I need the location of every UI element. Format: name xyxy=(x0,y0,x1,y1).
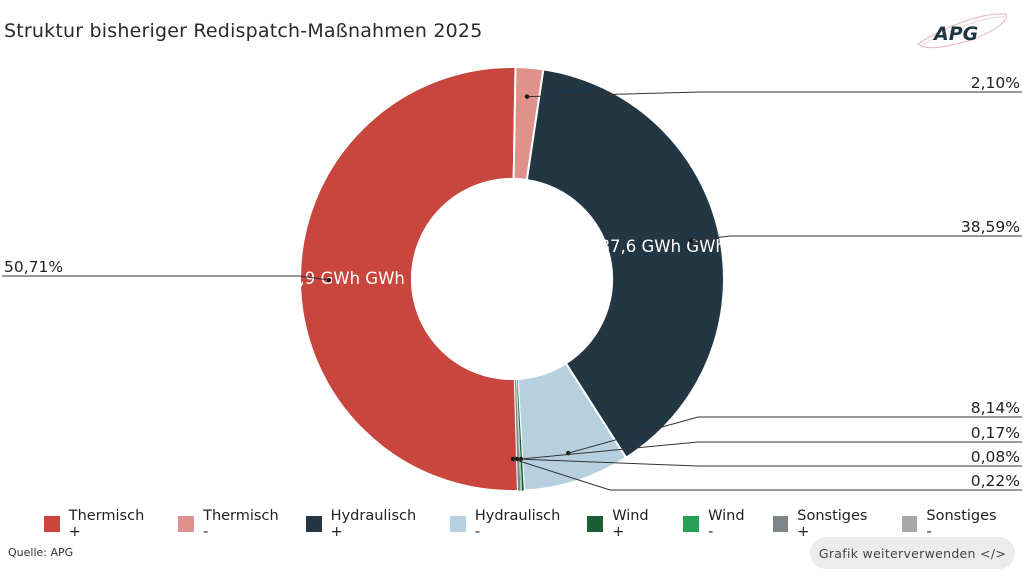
legend-label: Sonstiges + xyxy=(797,508,868,540)
legend-item[interactable]: Sonstiges + xyxy=(772,508,883,540)
percent-label: 2,10% xyxy=(971,74,1020,92)
percent-label: 0,22% xyxy=(971,472,1020,490)
legend-swatch xyxy=(587,516,604,532)
legend-swatch xyxy=(44,516,60,532)
legend-item[interactable]: Wind - xyxy=(683,508,753,540)
legend: Thermisch + Thermisch - Hydraulisch + Hydra… xyxy=(44,508,1024,540)
legend-label: Thermisch + xyxy=(68,508,145,540)
legend-item[interactable]: Hydraulisch + xyxy=(305,508,431,540)
apg-logo: APG xyxy=(917,13,1007,49)
leader-line xyxy=(527,91,1022,98)
leader-line xyxy=(520,441,1022,460)
legend-label: Wind - xyxy=(708,508,745,540)
percent-label: 38,59% xyxy=(961,218,1020,236)
legend-swatch xyxy=(305,516,322,532)
legend-label: Hydraulisch - xyxy=(474,508,561,540)
legend-label: Hydraulisch + xyxy=(330,508,417,540)
legend-label: Wind + xyxy=(612,508,649,540)
percent-label: 0,08% xyxy=(971,448,1020,466)
legend-item[interactable]: Thermisch + xyxy=(44,508,159,540)
source-note: Quelle: APG xyxy=(8,546,74,559)
legend-swatch xyxy=(901,516,918,532)
legend-swatch xyxy=(450,516,466,532)
legend-swatch xyxy=(683,516,700,532)
chart-title: Struktur bisheriger Redispatch-Maßnahmen… xyxy=(4,20,483,42)
legend-label: Sonstiges - xyxy=(926,508,997,540)
leader-line xyxy=(516,458,1022,467)
percent-label: 50,71% xyxy=(4,258,63,276)
value-label: 377,9 GWh GWh xyxy=(268,269,405,288)
legend-swatch xyxy=(772,516,789,532)
legend-item[interactable]: Hydraulisch - xyxy=(450,508,568,540)
legend-swatch xyxy=(178,516,195,532)
reuse-graphic-button[interactable]: Grafik weiterverwenden </> xyxy=(810,537,1015,569)
leader-line xyxy=(568,416,1022,454)
legend-item[interactable]: Wind + xyxy=(587,508,664,540)
leader-line xyxy=(690,235,1022,242)
leader-line xyxy=(512,458,1022,491)
legend-item[interactable]: Thermisch - xyxy=(178,508,287,540)
percent-label: 8,14% xyxy=(971,399,1020,417)
legend-label: Thermisch - xyxy=(203,508,279,540)
donut-hole xyxy=(411,178,613,380)
svg-text:APG: APG xyxy=(932,23,978,45)
legend-item[interactable]: Sonstiges - xyxy=(901,508,1005,540)
leader-line xyxy=(2,275,330,281)
percent-label: 0,17% xyxy=(971,424,1020,442)
